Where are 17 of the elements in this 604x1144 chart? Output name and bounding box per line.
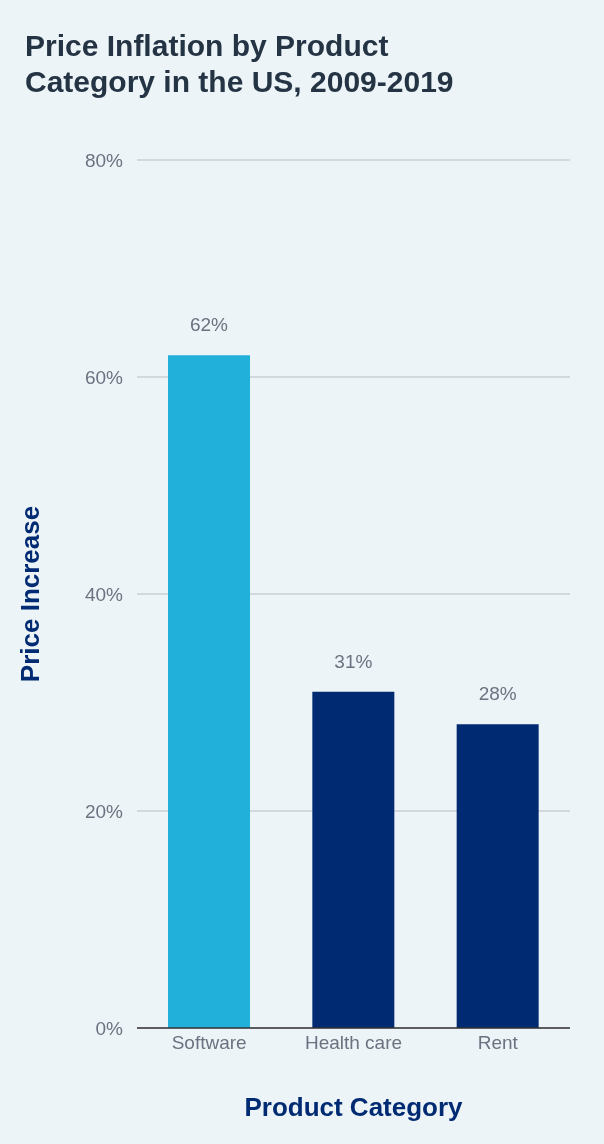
bar <box>312 691 395 1028</box>
data-label: 31% <box>334 650 373 672</box>
x-axis-title: Product Category <box>244 1092 464 1122</box>
x-tick-label: Software <box>171 1032 247 1054</box>
y-tick-label: 40% <box>84 583 124 605</box>
y-tick-label: 20% <box>84 800 124 822</box>
x-tick-label: Health care <box>304 1032 403 1054</box>
data-label: 62% <box>189 314 229 336</box>
data-label: 28% <box>478 683 517 705</box>
bar <box>456 724 539 1028</box>
y-axis-title: Price Increase <box>15 505 46 683</box>
x-tick-label: Rent <box>477 1032 519 1054</box>
y-tick-label: 0% <box>95 1017 124 1039</box>
y-tick-label: 60% <box>84 366 124 388</box>
bar <box>168 355 250 1028</box>
y-tick-label: 80% <box>84 149 124 171</box>
chart-title: Price Inflation by Product Category in the US, 2009-2019 <box>25 28 455 100</box>
